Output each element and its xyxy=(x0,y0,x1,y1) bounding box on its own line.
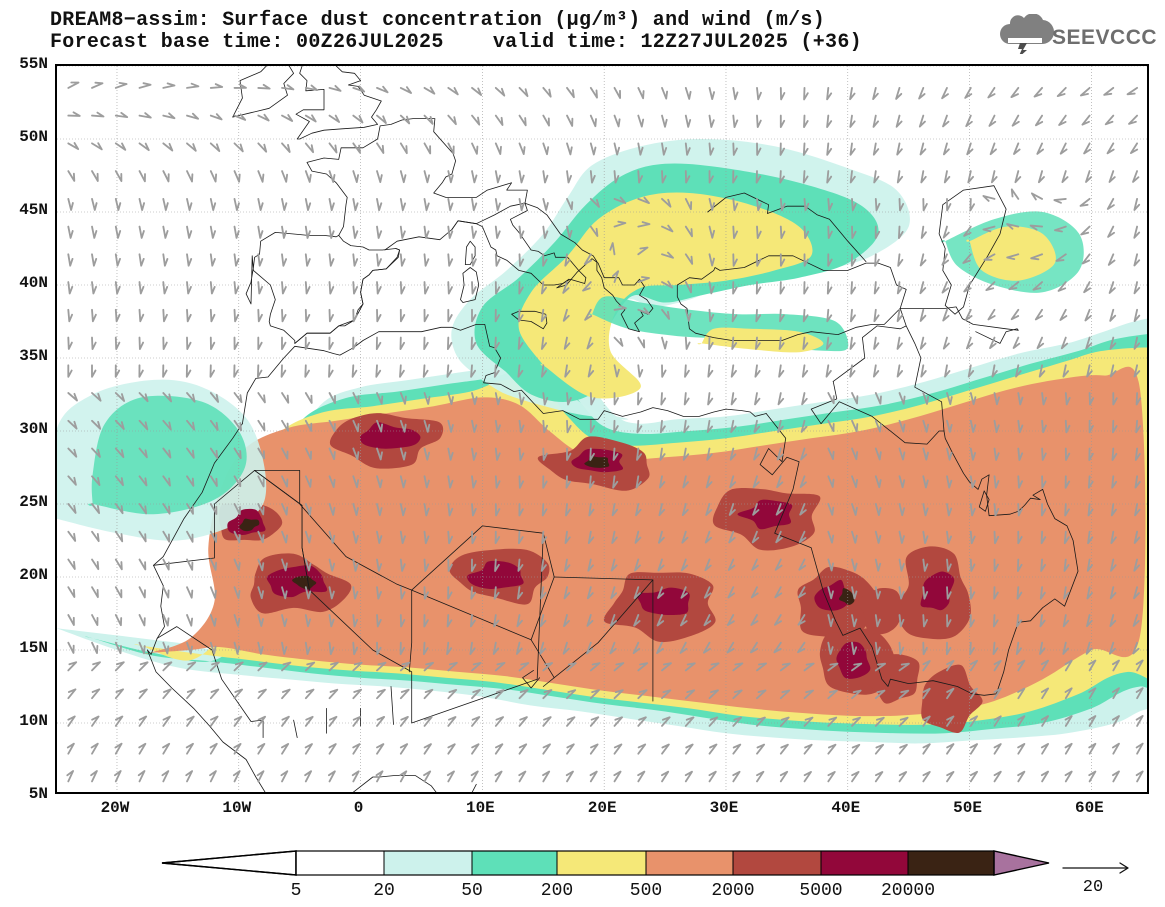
svg-text:5: 5 xyxy=(291,881,302,901)
svg-text:20: 20 xyxy=(1083,878,1103,897)
svg-text:200: 200 xyxy=(541,881,573,901)
svg-text:50: 50 xyxy=(461,881,483,901)
svg-text:20: 20 xyxy=(373,881,395,901)
svg-text:5000: 5000 xyxy=(799,881,842,901)
svg-text:2000: 2000 xyxy=(711,881,754,901)
svg-text:SEEVCCC: SEEVCCC xyxy=(1052,26,1157,49)
svg-text:500: 500 xyxy=(630,881,662,901)
svg-text:20000: 20000 xyxy=(881,881,935,901)
